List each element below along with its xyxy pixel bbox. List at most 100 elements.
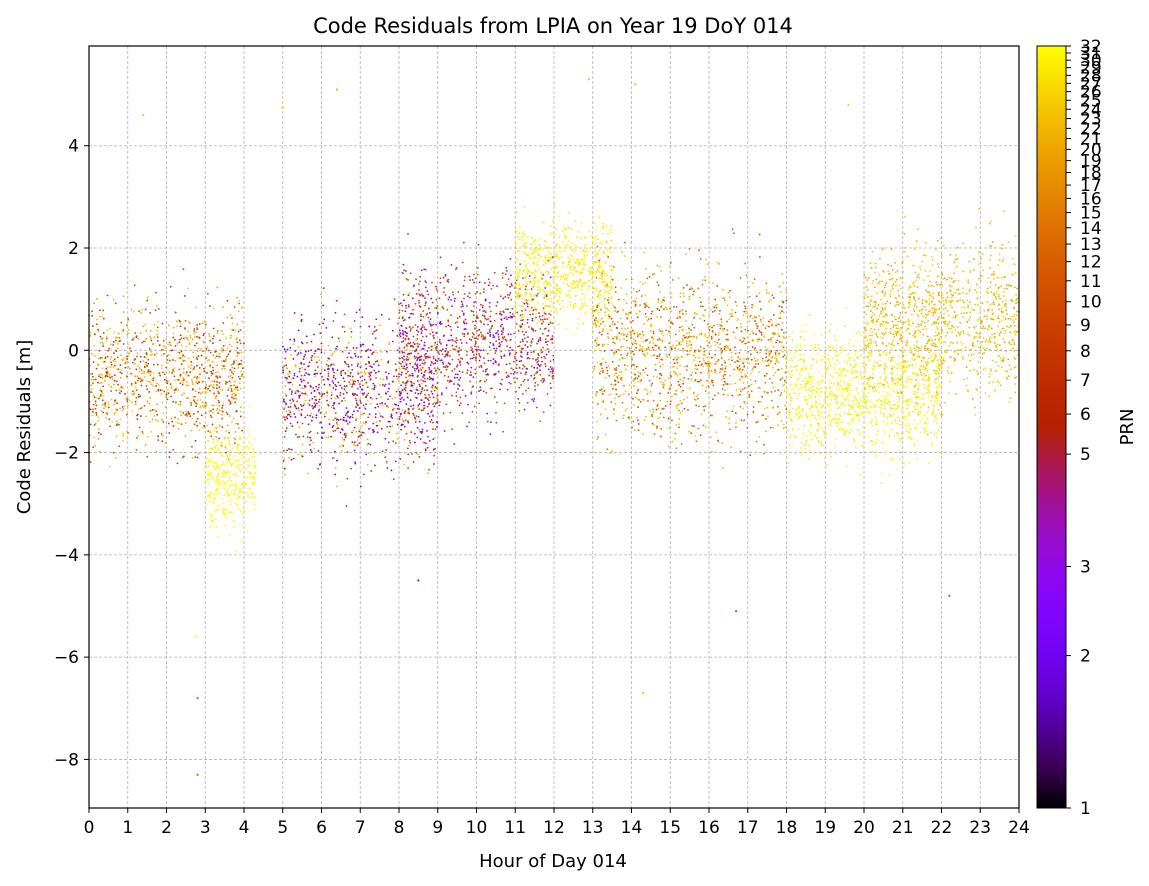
data-point: [478, 309, 481, 311]
data-point: [294, 392, 297, 395]
data-point: [752, 367, 754, 370]
data-point: [189, 336, 192, 339]
data-point: [120, 372, 123, 375]
data-point: [230, 334, 233, 337]
data-point: [414, 302, 417, 305]
data-point: [556, 285, 559, 288]
data-point: [621, 401, 624, 404]
data-point: [374, 413, 377, 416]
data-point: [108, 347, 111, 350]
data-point: [727, 338, 729, 341]
data-point: [636, 316, 639, 319]
data-point: [284, 418, 286, 421]
data-point: [129, 347, 131, 350]
data-point: [678, 343, 681, 345]
data-point: [434, 386, 437, 388]
data-point: [560, 250, 563, 253]
data-point: [527, 379, 529, 382]
data-point: [354, 462, 357, 465]
data-point: [307, 381, 310, 384]
data-point: [362, 473, 365, 476]
data-point: [457, 373, 459, 376]
data-point: [519, 355, 522, 357]
data-point: [403, 463, 406, 466]
data-point: [156, 333, 158, 336]
data-point: [652, 342, 655, 344]
data-point: [572, 273, 575, 276]
data-point: [544, 287, 546, 289]
data-point: [109, 465, 111, 468]
data-point: [518, 360, 521, 363]
data-point: [114, 411, 117, 414]
data-point: [187, 320, 190, 323]
data-point: [530, 249, 533, 251]
data-point: [582, 261, 585, 264]
data-point: [775, 324, 778, 327]
data-point: [134, 400, 137, 403]
data-point: [351, 383, 354, 386]
data-point: [701, 283, 704, 286]
data-point: [418, 280, 421, 283]
data-point: [211, 465, 214, 468]
data-point: [216, 478, 219, 481]
data-point: [327, 357, 330, 360]
data-point: [566, 244, 569, 247]
data-point: [442, 291, 445, 294]
data-point: [558, 245, 561, 248]
data-point: [445, 403, 448, 406]
data-point: [99, 335, 102, 338]
data-point: [155, 450, 158, 453]
data-point: [215, 397, 218, 400]
data-point: [667, 418, 670, 421]
data-point: [593, 340, 596, 343]
data-point: [405, 277, 408, 280]
data-point: [205, 384, 208, 386]
data-point: [533, 283, 536, 286]
data-point: [433, 307, 436, 309]
data-point: [326, 390, 329, 393]
data-point: [478, 366, 481, 368]
data-point: [543, 315, 546, 318]
data-point: [464, 318, 467, 321]
data-point: [225, 430, 228, 433]
data-point: [676, 367, 679, 370]
data-point: [331, 352, 334, 355]
data-point: [290, 393, 293, 395]
data-point: [536, 367, 539, 369]
data-point: [146, 388, 149, 391]
data-point: [491, 324, 494, 327]
data-point: [314, 369, 317, 372]
data-point: [696, 368, 699, 371]
data-point: [603, 280, 606, 283]
data-point: [482, 304, 484, 307]
data-point: [196, 399, 199, 401]
data-point: [549, 276, 552, 279]
data-point: [524, 291, 527, 293]
data-point: [698, 333, 701, 336]
data-point: [213, 450, 215, 453]
data-point: [196, 424, 199, 427]
data-point: [109, 376, 112, 379]
data-point: [146, 435, 149, 438]
data-point: [537, 301, 540, 304]
data-point: [459, 396, 462, 399]
data-point: [584, 244, 586, 246]
data-point: [574, 295, 577, 298]
data-point: [398, 375, 400, 378]
data-point: [537, 354, 540, 357]
data-point: [216, 380, 218, 383]
data-point: [527, 336, 529, 338]
data-point: [242, 376, 245, 378]
data-point: [412, 326, 414, 329]
data-point: [564, 244, 567, 247]
data-point: [406, 412, 409, 415]
data-point: [179, 382, 182, 385]
data-point: [461, 261, 464, 264]
data-point: [484, 336, 487, 339]
data-point: [109, 358, 112, 361]
data-point: [536, 322, 539, 325]
data-point: [168, 341, 171, 344]
data-point: [404, 362, 407, 364]
data-point: [421, 324, 424, 326]
data-point: [323, 415, 326, 418]
